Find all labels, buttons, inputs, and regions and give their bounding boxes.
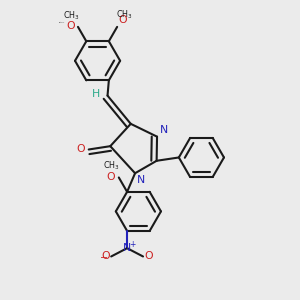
- Text: O: O: [145, 251, 153, 262]
- Text: CH$_3$: CH$_3$: [116, 9, 133, 21]
- Text: methoxy: methoxy: [59, 21, 65, 22]
- Text: −: −: [100, 253, 108, 263]
- Text: O: O: [119, 15, 128, 25]
- Text: O: O: [101, 251, 110, 262]
- Text: H: H: [92, 89, 100, 99]
- Text: O: O: [76, 145, 85, 154]
- Text: N: N: [123, 243, 131, 253]
- Text: N: N: [137, 175, 145, 185]
- Text: +: +: [129, 240, 136, 249]
- Text: CH$_3$: CH$_3$: [103, 159, 120, 172]
- Text: O: O: [107, 172, 116, 182]
- Text: CH$_3$: CH$_3$: [63, 9, 80, 22]
- Text: N: N: [160, 125, 168, 135]
- Text: O: O: [66, 21, 75, 31]
